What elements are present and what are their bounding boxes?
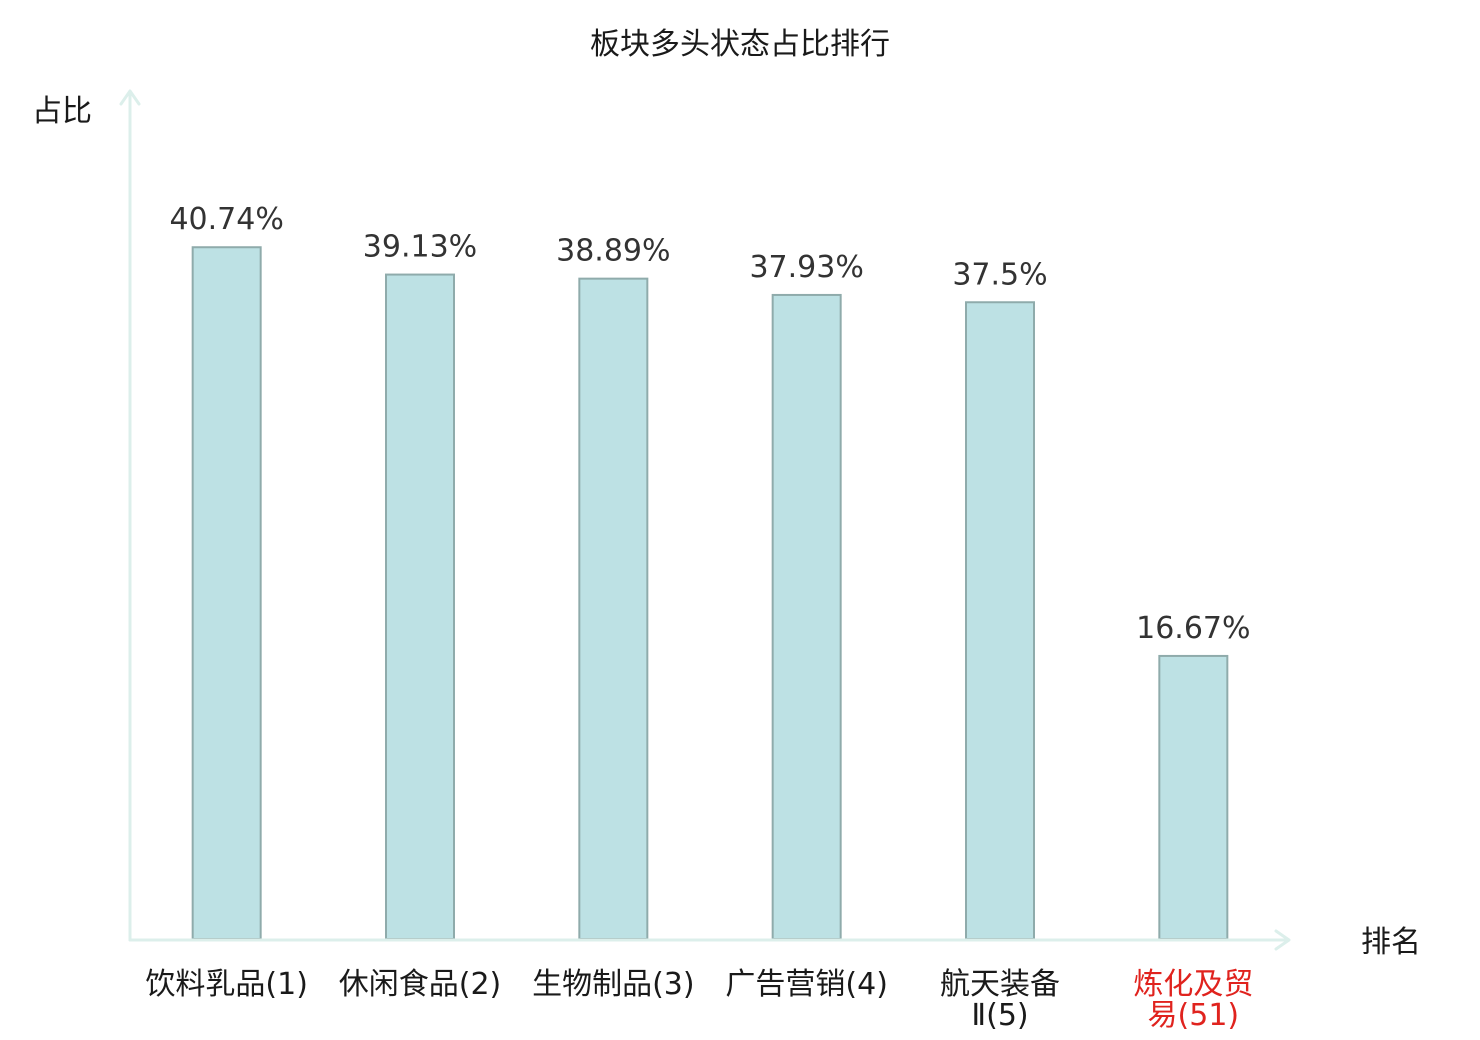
data-label-1: 40.74% xyxy=(169,202,283,237)
x-tick-label-line: 炼化及贸 xyxy=(1133,967,1253,1002)
x-tick-label-line: 饮料乳品(1) xyxy=(145,967,308,1002)
bar-4 xyxy=(771,293,842,940)
x-axis-arrow xyxy=(1274,929,1291,951)
bar-3 xyxy=(578,277,649,940)
x-tick-label-6: 炼化及贸易(51) xyxy=(1133,967,1253,1033)
x-tick-label-line: 休闲食品(2) xyxy=(339,967,502,1002)
bars xyxy=(191,246,1229,941)
x-tick-labels: 饮料乳品(1) 休闲食品(2) 生物制品(3) 广告营销(4) 航天装备 Ⅱ(5) 炼化及贸… xyxy=(145,967,1253,1033)
y-axis-label: 占比 xyxy=(32,94,92,129)
bar-1 xyxy=(191,246,262,940)
bar-6 xyxy=(1158,654,1229,941)
x-tick-label-1: 饮料乳品(1) xyxy=(145,967,308,1002)
data-label-3: 38.89% xyxy=(556,234,670,269)
axes xyxy=(119,89,1291,951)
x-tick-label-5: 航天装备 Ⅱ(5) xyxy=(940,967,1060,1033)
x-tick-label-line: Ⅱ(5) xyxy=(971,998,1028,1033)
data-label-6: 16.67% xyxy=(1136,611,1250,646)
y-axis xyxy=(119,89,141,942)
x-tick-label-2: 休闲食品(2) xyxy=(339,967,502,1002)
x-axis xyxy=(128,929,1291,951)
x-tick-label-line: 广告营销(4) xyxy=(725,967,888,1002)
x-tick-label-line: 易(51) xyxy=(1148,998,1240,1033)
bar-5 xyxy=(965,301,1035,940)
data-label-2: 39.13% xyxy=(363,230,477,265)
data-label-5: 37.5% xyxy=(952,257,1047,292)
bar-2 xyxy=(385,273,455,941)
x-tick-label-3: 生物制品(3) xyxy=(532,967,695,1002)
x-tick-label-line: 航天装备 xyxy=(940,967,1060,1002)
x-axis-label: 排名 xyxy=(1361,925,1421,960)
x-tick-label-line: 生物制品(3) xyxy=(532,967,695,1002)
chart-title: 板块多头状态占比排行 xyxy=(590,27,890,62)
y-axis-arrow xyxy=(119,89,141,106)
data-label-4: 37.93% xyxy=(749,250,863,285)
x-tick-label-4: 广告营销(4) xyxy=(725,967,888,1002)
data-labels: 40.74% 39.13% 38.89% 37.93% 37.5% 16.67% xyxy=(169,202,1250,646)
